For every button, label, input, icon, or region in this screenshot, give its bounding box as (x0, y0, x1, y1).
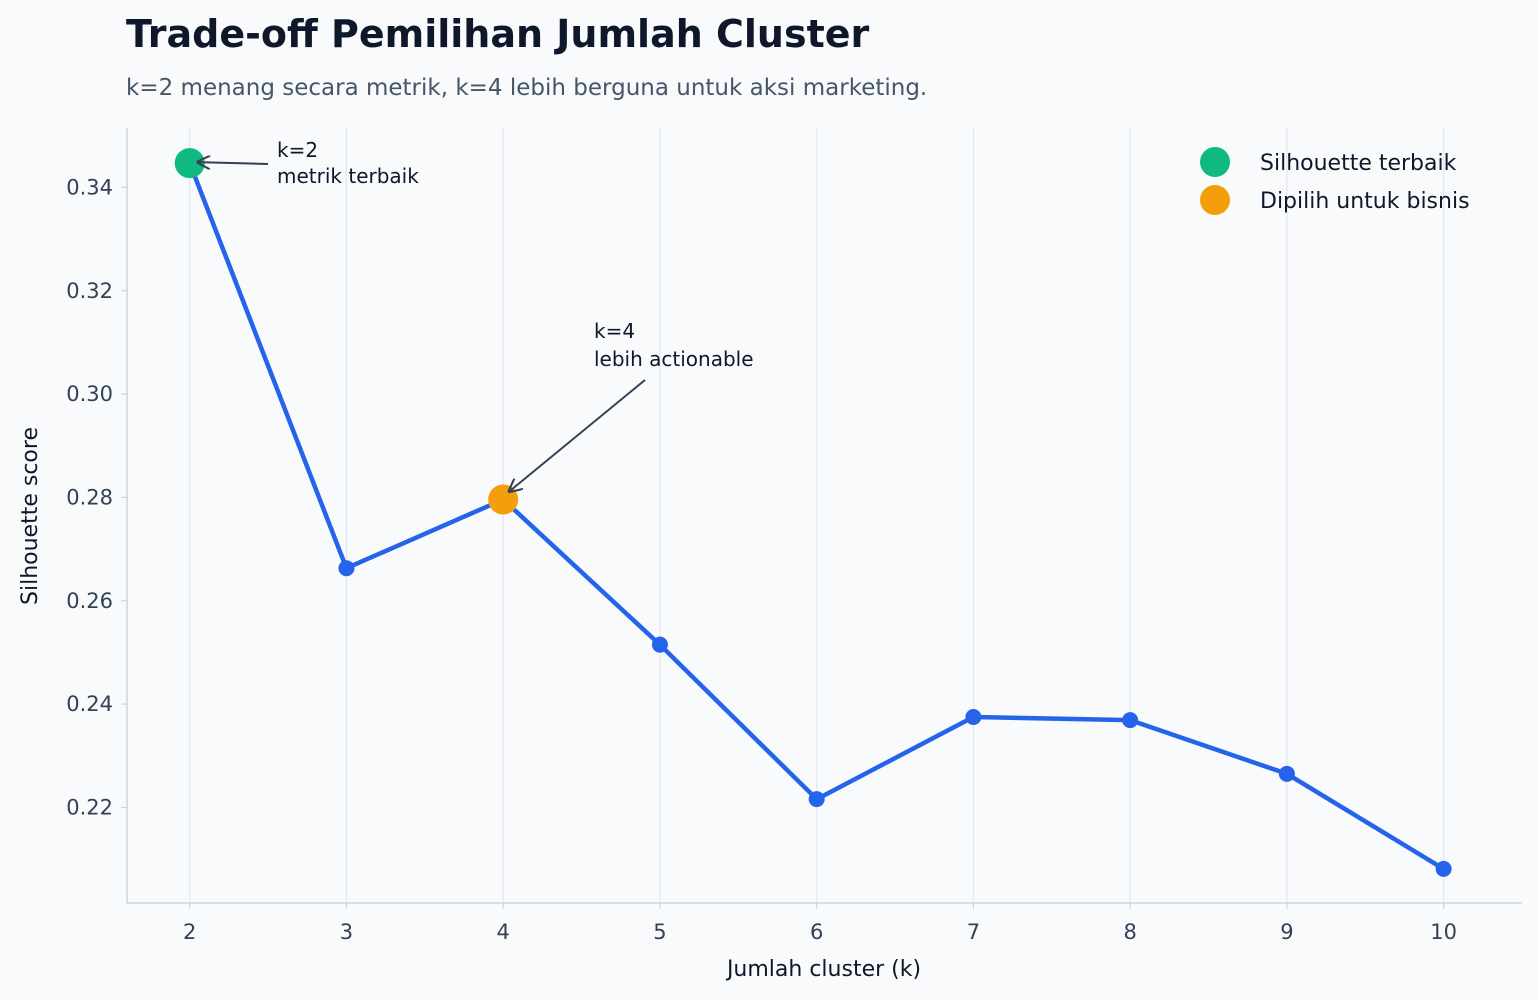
annotation-arrow (509, 379, 646, 491)
data-point (651, 636, 668, 653)
x-tick-label: 8 (1123, 920, 1136, 944)
x-tick-label: 9 (1280, 920, 1293, 944)
y-tick-label: 0.26 (66, 589, 113, 613)
x-tick-label: 7 (967, 920, 980, 944)
y-axis-title: Silhouette score (18, 427, 43, 605)
x-tick-label: 5 (653, 920, 666, 944)
data-point (1435, 860, 1452, 877)
y-tick-label: 0.22 (66, 795, 113, 819)
x-tick-label: 4 (496, 920, 509, 944)
data-point (1122, 712, 1139, 729)
data-point (808, 791, 825, 808)
grid-lines (189, 128, 1445, 903)
x-tick-label: 2 (183, 920, 196, 944)
x-axis-title: Jumlah cluster (k) (725, 957, 921, 982)
axes: 2 3 4 5 6 7 8 9 10 0.22 0.24 0.26 0.28 0.30 0.32 0.34 (66, 128, 1522, 944)
y-tick-label: 0.24 (66, 692, 113, 716)
legend-entry: Dipilih untuk bisnis (1260, 189, 1470, 214)
x-tick-label: 3 (340, 920, 353, 944)
x-tick-label: 6 (810, 920, 823, 944)
data-point (338, 560, 355, 577)
legend-best-marker (1200, 147, 1230, 177)
legend-entry: Silhouette terbaik (1260, 151, 1457, 176)
annotation-arrow (198, 162, 269, 164)
y-tick-label: 0.28 (66, 485, 113, 509)
chart-title: Trade-off Pemilihan Jumlah Cluster (126, 12, 870, 56)
annotation-text: metrik terbaik (277, 164, 419, 188)
annotation-text: k=4 (594, 319, 635, 343)
chart-subtitle: k=2 menang secara metrik, k=4 lebih berg… (126, 75, 928, 101)
annotation-text: k=2 (277, 138, 318, 162)
y-tick-label: 0.34 (66, 175, 113, 199)
data-points (174, 148, 1452, 877)
data-point (965, 709, 982, 725)
x-tick-label: 10 (1430, 920, 1457, 944)
annotation-text: lebih actionable (594, 347, 754, 371)
y-tick-label: 0.32 (66, 279, 113, 303)
legend-chosen-marker (1200, 185, 1230, 215)
legend: Silhouette terbaik Dipilih untuk bisnis (1200, 147, 1470, 215)
y-tick-label: 0.30 (66, 382, 113, 406)
data-point (1278, 765, 1295, 782)
